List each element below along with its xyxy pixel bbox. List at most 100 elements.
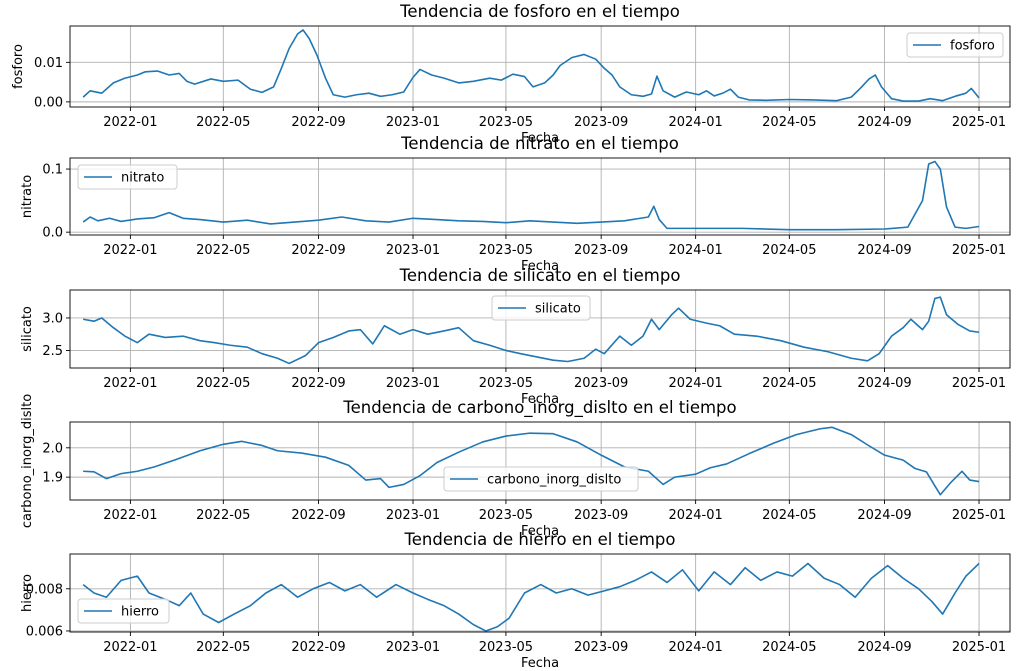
carbono-xtick-label-6: 2024-01 [668,508,722,523]
silicato-xtick-label-6: 2024-01 [668,376,722,391]
fosforo-xtick-label-0: 2022-01 [103,115,157,130]
carbono-xtick-label-5: 2023-09 [574,508,628,523]
nitrato-legend-box [77,164,178,190]
silicato-xtick-label-1: 2022-05 [196,376,250,391]
nitrato-panel: nitrato 2022-01 2022-05 2022-09 2023-01 2023… [20,134,1011,274]
nitrato-xtick-label-6: 2024-01 [668,243,722,258]
fosforo-series-line [82,29,980,102]
carbono-ytick-label-0: 1.9 [42,471,63,486]
hierro-xtick-label-9: 2025-01 [952,640,1006,655]
fosforo-y-axis-label: fosforo [11,44,26,89]
carbono-legend-label: carbono_inorg_dislto [487,473,621,488]
fosforo-x-axis-label: Fecha [521,131,559,146]
fosforo-ytick-label-1: 0.01 [34,56,63,71]
hierro-ytick-label-1: 0.008 [26,582,63,597]
silicato-legend-box [491,295,591,321]
silicato-ytick-label-0: 2.5 [42,344,63,359]
fosforo-xtick-label-4: 2023-05 [479,115,533,130]
hierro-xtick-label-8: 2024-09 [857,640,911,655]
hierro-legend-box [77,598,170,624]
nitrato-xtick-label-3: 2023-01 [386,243,440,258]
silicato-axes-frame [69,289,1011,369]
fosforo-chart-title: Tendencia de fosforo en el tiempo [399,2,680,21]
hierro-series-line [82,562,980,632]
carbono-x-axis-label: Fecha [521,524,559,539]
fosforo-legend-label: fosforo [950,39,995,54]
carbono-xtick-label-0: 2022-01 [103,508,157,523]
hierro-xtick-label-5: 2023-09 [574,640,628,655]
carbono-xtick-label-4: 2023-05 [479,508,533,523]
hierro-xtick-label-0: 2022-01 [103,640,157,655]
hierro-xtick-label-4: 2023-05 [479,640,533,655]
carbono-xtick-label-9: 2025-01 [952,508,1006,523]
nitrato-xtick-label-0: 2022-01 [103,243,157,258]
hierro-axes-frame [69,553,1011,633]
carbono-xtick-label-2: 2022-09 [291,508,345,523]
fosforo-ytick-label-0: 0.00 [34,95,63,110]
carbono-xtick-label-7: 2024-05 [762,508,816,523]
fosforo-grid [70,26,1010,107]
silicato-ytick-label-1: 3.0 [42,311,63,326]
hierro-panel: hierro 2022-01 2022-05 2022-09 2023-01 2023-… [20,530,1011,671]
nitrato-xtick-label-1: 2022-05 [196,243,250,258]
nitrato-xtick-label-8: 2024-09 [857,243,911,258]
nitrato-xtick-label-9: 2025-01 [952,243,1006,258]
nitrato-xtick-label-4: 2023-05 [479,243,533,258]
carbono-series-line [83,426,980,496]
nitrato-xtick-label-7: 2024-05 [762,243,816,258]
fosforo-panel: fosforo 2022-01 2022-05 2022-09 2023-01 2023… [11,2,1011,146]
carbono-xtick-label-1: 2022-05 [196,508,250,523]
silicato-xtick-label-0: 2022-01 [103,376,157,391]
fosforo-xtick-label-1: 2022-05 [196,115,250,130]
hierro-x-axis-label: Fecha [521,656,559,671]
silicato-xtick-label-5: 2023-09 [574,376,628,391]
carbono-xtick-label-3: 2023-01 [386,508,440,523]
nitrato-chart-title: Tendencia de nitrato en el tiempo [400,134,679,153]
nitrato-y-axis-label: nitrato [20,175,35,218]
silicato-xtick-label-2: 2022-09 [291,376,345,391]
silicato-x-axis-label: Fecha [521,392,559,407]
hierro-grid [70,554,1010,632]
silicato-xtick-label-7: 2024-05 [762,376,816,391]
silicato-xtick-label-4: 2023-05 [479,376,533,391]
hierro-xtick-label-1: 2022-05 [196,640,250,655]
nitrato-xtick-label-2: 2022-09 [291,243,345,258]
nitrato-ytick-label-1: 0.1 [42,163,63,178]
silicato-legend-label: silicato [535,302,581,317]
silicato-series-line [83,296,980,365]
fosforo-xtick-label-6: 2024-01 [668,115,722,130]
carbono-xtick-label-8: 2024-09 [857,508,911,523]
hierro-y-axis-label: hierro [20,574,35,612]
fosforo-xtick-label-5: 2023-09 [574,115,628,130]
hierro-xtick-label-3: 2023-01 [386,640,440,655]
nitrato-ytick-label-0: 0.0 [42,226,63,241]
hierro-xtick-label-7: 2024-05 [762,640,816,655]
carbono-axes-frame [69,421,1011,501]
carbono-legend-box [443,466,639,492]
silicato-y-axis-label: silicato [20,306,35,352]
nitrato-legend-label: nitrato [121,171,164,186]
fosforo-legend-box [906,32,1004,58]
fosforo-axes-frame [69,25,1011,108]
hierro-chart-title: Tendencia de hierro en el tiempo [404,530,676,549]
hierro-ytick-label-0: 0.006 [26,624,63,639]
silicato-xtick-label-8: 2024-09 [857,376,911,391]
fosforo-xtick-label-7: 2024-05 [762,115,816,130]
hierro-legend-label: hierro [121,605,159,620]
hierro-xtick-label-6: 2024-01 [668,640,722,655]
nitrato-xtick-label-5: 2023-09 [574,243,628,258]
silicato-panel: silicato 2022-01 2022-05 2022-09 2023-01 202… [20,266,1011,407]
nitrato-series-line [82,160,980,231]
carbono-panel: carbono_inorg_dislto 2022-01 2022-05 2022-… [20,394,1011,539]
carbono-chart-title: Tendencia de carbono_inorg_dislto en el … [342,398,736,418]
silicato-xtick-label-9: 2025-01 [952,376,1006,391]
fosforo-xtick-label-8: 2024-09 [857,115,911,130]
hierro-xtick-label-2: 2022-09 [291,640,345,655]
fosforo-xtick-label-9: 2025-01 [952,115,1006,130]
nitrato-x-axis-label: Fecha [521,259,559,274]
nitrato-axes-frame [69,157,1011,236]
carbono-y-axis-label: carbono_inorg_dislto [20,394,35,528]
silicato-chart-title: Tendencia de silicato en el tiempo [399,266,681,285]
